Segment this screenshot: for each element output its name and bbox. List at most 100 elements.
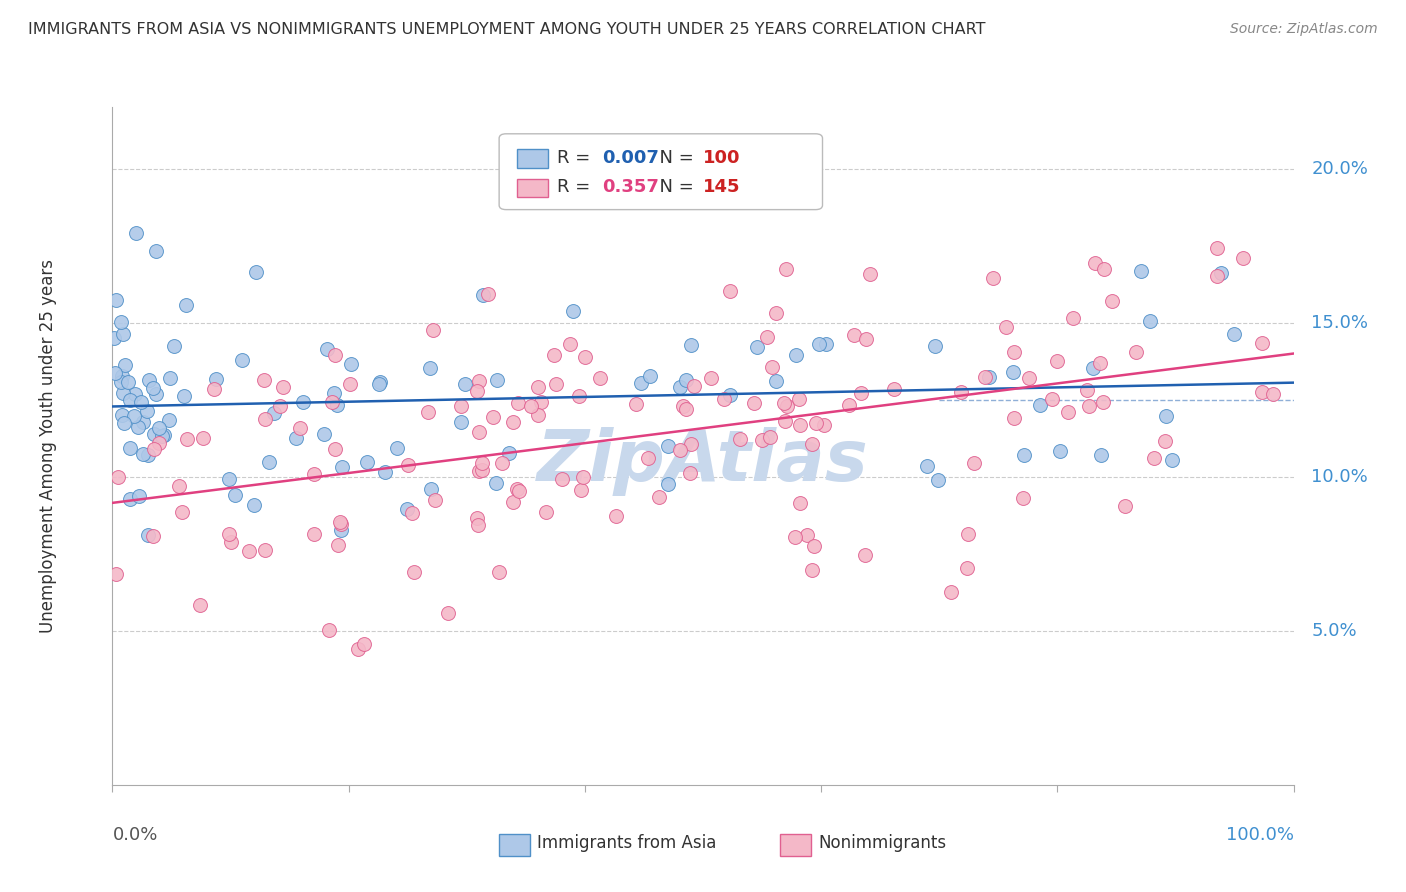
Point: [544, 376, 567, 391]
Point: [353, 637, 375, 651]
Text: N =: N =: [648, 149, 700, 167]
Point: [104, 366, 127, 380]
Point: [145, 244, 167, 259]
Point: [1001, 365, 1024, 379]
Point: [323, 386, 346, 401]
Point: [128, 489, 150, 503]
Text: 10.0%: 10.0%: [1312, 467, 1368, 486]
Point: [271, 379, 294, 393]
Point: [482, 410, 505, 425]
Point: [173, 389, 195, 403]
Point: [468, 375, 491, 389]
Point: [574, 351, 596, 365]
Point: [107, 470, 129, 484]
Point: [672, 399, 695, 413]
Point: [851, 385, 873, 400]
Point: [883, 383, 905, 397]
Point: [471, 456, 494, 470]
Point: [347, 641, 370, 656]
Point: [231, 353, 253, 368]
Point: [530, 395, 553, 409]
Point: [193, 431, 215, 445]
Point: [290, 421, 312, 435]
Point: [131, 395, 153, 409]
Point: [785, 530, 807, 544]
Point: [467, 517, 489, 532]
Point: [437, 606, 460, 620]
Point: [1029, 398, 1052, 412]
Point: [422, 323, 444, 337]
Point: [657, 439, 679, 453]
Point: [502, 416, 524, 430]
Point: [775, 261, 797, 276]
Point: [312, 427, 335, 442]
Point: [605, 508, 627, 523]
Point: [176, 432, 198, 446]
Point: [1251, 335, 1274, 350]
Point: [118, 392, 141, 407]
Point: [1040, 392, 1063, 406]
Point: [543, 348, 565, 362]
Point: [669, 380, 692, 394]
Point: [1232, 251, 1254, 265]
Point: [700, 370, 723, 384]
Point: [1143, 451, 1166, 466]
Point: [765, 306, 787, 320]
Point: [814, 337, 837, 351]
Point: [1088, 356, 1111, 370]
Point: [787, 392, 810, 406]
Point: [485, 373, 508, 387]
Point: [924, 339, 946, 353]
Point: [292, 394, 315, 409]
Point: [630, 376, 652, 390]
Point: [242, 498, 264, 512]
Point: [761, 360, 783, 375]
Point: [162, 339, 184, 353]
Point: [728, 432, 751, 446]
Point: [957, 526, 980, 541]
Point: [1083, 360, 1105, 375]
Point: [803, 539, 825, 553]
Point: [1092, 394, 1115, 409]
Point: [956, 560, 979, 574]
Point: [1084, 255, 1107, 269]
Point: [498, 446, 520, 460]
Point: [941, 584, 963, 599]
Point: [325, 398, 347, 412]
Point: [1018, 371, 1040, 385]
Point: [637, 451, 659, 466]
Point: [145, 386, 167, 401]
Point: [419, 483, 441, 497]
Point: [527, 380, 550, 394]
Point: [112, 386, 135, 401]
Point: [124, 387, 146, 401]
Point: [245, 265, 267, 279]
Point: [681, 436, 703, 450]
Point: [202, 382, 225, 396]
Point: [527, 408, 550, 422]
Text: Nonimmigrants: Nonimmigrants: [818, 834, 946, 852]
Point: [745, 340, 768, 354]
Point: [744, 396, 766, 410]
Point: [117, 376, 139, 390]
Point: [675, 402, 697, 417]
Point: [136, 448, 159, 462]
Text: 0.007: 0.007: [602, 149, 658, 167]
Point: [118, 492, 141, 507]
Point: [253, 412, 276, 426]
Point: [170, 505, 193, 519]
Point: [1062, 310, 1084, 325]
Point: [853, 548, 876, 562]
Point: [520, 399, 543, 413]
Point: [648, 490, 671, 504]
Point: [253, 542, 276, 557]
Point: [1046, 354, 1069, 368]
Point: [562, 304, 585, 318]
Text: N =: N =: [648, 178, 700, 196]
Point: [321, 395, 343, 409]
Point: [589, 371, 612, 385]
Text: 0.357: 0.357: [602, 178, 658, 196]
Point: [329, 523, 352, 537]
Text: 100: 100: [703, 149, 741, 167]
Point: [1090, 448, 1112, 462]
